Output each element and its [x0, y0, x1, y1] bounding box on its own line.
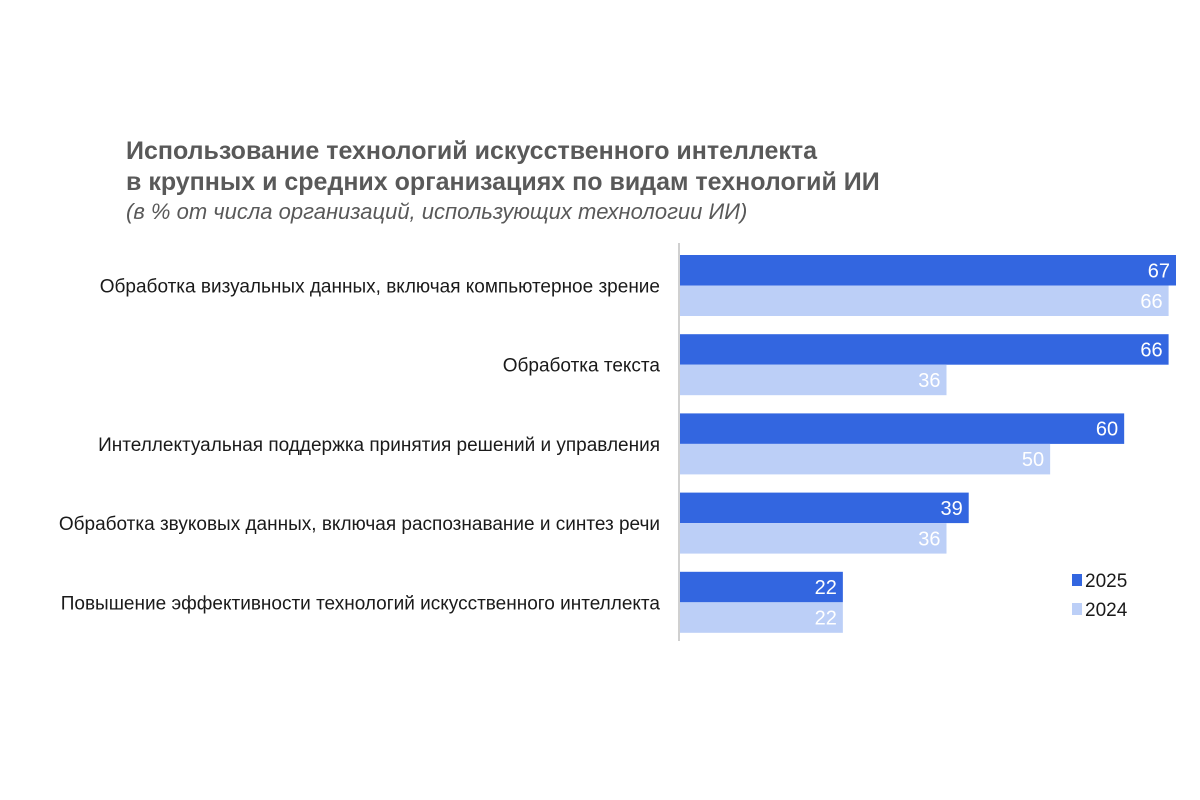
- bar-2025: [680, 492, 969, 524]
- chart-title-line2: в крупных и средних организациях по вида…: [126, 168, 880, 196]
- legend-label: 2024: [1085, 600, 1128, 621]
- bar-2025: [680, 571, 843, 603]
- bar-value-label: 66: [1140, 291, 1162, 313]
- category-label: Интеллектуальная поддержка принятия реше…: [98, 435, 660, 456]
- bar-2024: [680, 523, 947, 554]
- category-label: Обработка визуальных данных, включая ком…: [100, 277, 660, 298]
- bar-2025: [680, 334, 1169, 365]
- bar-2024: [680, 443, 1051, 475]
- category-label: Обработка текста: [503, 356, 661, 377]
- bar-value-label: 22: [815, 577, 837, 599]
- bar-2024: [680, 602, 843, 633]
- legend-swatch-2024: [1072, 603, 1082, 615]
- bar-2025: [680, 255, 1176, 286]
- bar-value-label: 66: [1140, 339, 1162, 361]
- category-label: Повышение эффективности технологий искус…: [61, 593, 661, 614]
- bar-value-label: 22: [815, 608, 837, 630]
- bar-value-label: 36: [918, 370, 940, 392]
- bar-2024: [680, 285, 1169, 316]
- chart-title-block: Использование технологий искусственного …: [126, 136, 880, 226]
- bar-value-label: 50: [1022, 449, 1044, 471]
- legend-label: 2025: [1085, 571, 1127, 592]
- bar-value-label: 36: [918, 528, 940, 550]
- bar-value-label: 39: [940, 498, 962, 520]
- chart-title: Использование технологий искусственного …: [126, 137, 818, 165]
- bar-2024: [680, 364, 947, 396]
- bar-value-label: 60: [1096, 419, 1118, 441]
- legend-swatch-2025: [1072, 574, 1082, 586]
- bar-value-label: 67: [1148, 260, 1170, 282]
- category-label: Обработка звуковых данных, включая распо…: [59, 514, 660, 535]
- chart-subtitle: (в % от числа организаций, использующих …: [126, 199, 748, 224]
- bar-2025: [680, 413, 1125, 444]
